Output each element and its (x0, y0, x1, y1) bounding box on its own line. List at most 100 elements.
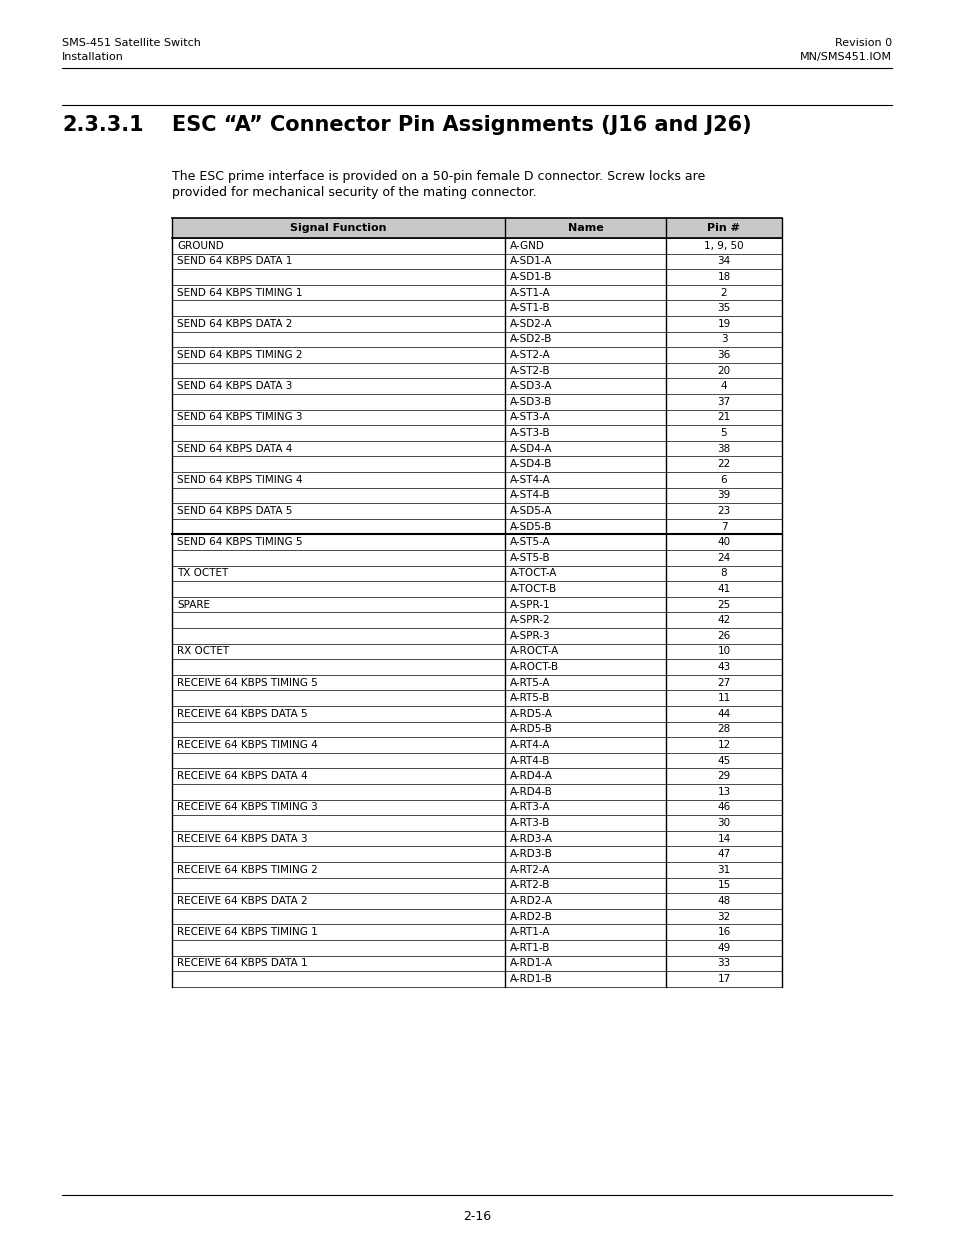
Text: RECEIVE 64 KBPS TIMING 3: RECEIVE 64 KBPS TIMING 3 (177, 803, 317, 813)
Text: A-RT2-B: A-RT2-B (510, 881, 550, 890)
Text: 22: 22 (717, 459, 730, 469)
Text: A-RT4-A: A-RT4-A (510, 740, 550, 750)
Text: A-RD3-B: A-RD3-B (510, 850, 553, 860)
Text: Name: Name (567, 224, 602, 233)
Text: 25: 25 (717, 600, 730, 610)
Text: A-RT3-A: A-RT3-A (510, 803, 550, 813)
Text: A-SD4-A: A-SD4-A (510, 443, 552, 453)
Text: RECEIVE 64 KBPS DATA 2: RECEIVE 64 KBPS DATA 2 (177, 897, 307, 906)
Text: A-GND: A-GND (510, 241, 544, 251)
Text: A-RT5-A: A-RT5-A (510, 678, 550, 688)
Text: A-TOCT-A: A-TOCT-A (510, 568, 557, 578)
Text: RECEIVE 64 KBPS DATA 5: RECEIVE 64 KBPS DATA 5 (177, 709, 307, 719)
Text: SEND 64 KBPS DATA 4: SEND 64 KBPS DATA 4 (177, 443, 292, 453)
Text: SMS-451 Satellite Switch: SMS-451 Satellite Switch (62, 38, 201, 48)
Text: A-ST2-B: A-ST2-B (510, 366, 550, 375)
Text: A-RD1-B: A-RD1-B (510, 974, 553, 984)
Text: A-SD1-A: A-SD1-A (510, 257, 552, 267)
Text: A-RD2-B: A-RD2-B (510, 911, 553, 921)
Text: 11: 11 (717, 693, 730, 703)
Text: 2-16: 2-16 (462, 1210, 491, 1223)
Text: A-ST4-A: A-ST4-A (510, 474, 550, 485)
Text: 12: 12 (717, 740, 730, 750)
Text: SEND 64 KBPS TIMING 3: SEND 64 KBPS TIMING 3 (177, 412, 302, 422)
Text: 31: 31 (717, 864, 730, 874)
Text: A-SPR-2: A-SPR-2 (510, 615, 550, 625)
Text: A-RT3-B: A-RT3-B (510, 818, 550, 827)
Text: A-ST3-A: A-ST3-A (510, 412, 550, 422)
Text: A-RD5-A: A-RD5-A (510, 709, 553, 719)
Text: ESC “A” Connector Pin Assignments (J16 and J26): ESC “A” Connector Pin Assignments (J16 a… (172, 115, 751, 135)
Text: A-RT4-B: A-RT4-B (510, 756, 550, 766)
Text: Signal Function: Signal Function (290, 224, 386, 233)
Text: RX OCTET: RX OCTET (177, 646, 229, 656)
Text: 35: 35 (717, 304, 730, 314)
Text: A-RD4-B: A-RD4-B (510, 787, 553, 797)
Text: A-RD4-A: A-RD4-A (510, 771, 553, 782)
Text: SPARE: SPARE (177, 600, 210, 610)
Text: A-SD1-B: A-SD1-B (510, 272, 552, 282)
Text: A-SD5-A: A-SD5-A (510, 506, 552, 516)
Text: provided for mechanical security of the mating connector.: provided for mechanical security of the … (172, 186, 537, 199)
Text: RECEIVE 64 KBPS TIMING 5: RECEIVE 64 KBPS TIMING 5 (177, 678, 317, 688)
Text: GROUND: GROUND (177, 241, 224, 251)
Text: SEND 64 KBPS DATA 5: SEND 64 KBPS DATA 5 (177, 506, 292, 516)
Text: 44: 44 (717, 709, 730, 719)
Text: A-SPR-3: A-SPR-3 (510, 631, 550, 641)
Text: 29: 29 (717, 771, 730, 782)
Text: 36: 36 (717, 350, 730, 359)
Text: 39: 39 (717, 490, 730, 500)
Text: 27: 27 (717, 678, 730, 688)
Text: 40: 40 (717, 537, 730, 547)
Text: 37: 37 (717, 396, 730, 406)
Text: SEND 64 KBPS DATA 1: SEND 64 KBPS DATA 1 (177, 257, 292, 267)
Text: A-ST5-A: A-ST5-A (510, 537, 550, 547)
Text: 10: 10 (717, 646, 730, 656)
Text: 15: 15 (717, 881, 730, 890)
Text: RECEIVE 64 KBPS DATA 3: RECEIVE 64 KBPS DATA 3 (177, 834, 307, 844)
Text: 6: 6 (720, 474, 726, 485)
Text: RECEIVE 64 KBPS DATA 1: RECEIVE 64 KBPS DATA 1 (177, 958, 307, 968)
Text: A-TOCT-B: A-TOCT-B (510, 584, 557, 594)
Text: A-ST4-B: A-ST4-B (510, 490, 550, 500)
Text: 1, 9, 50: 1, 9, 50 (703, 241, 743, 251)
Text: RECEIVE 64 KBPS TIMING 1: RECEIVE 64 KBPS TIMING 1 (177, 927, 317, 937)
Text: A-RT2-A: A-RT2-A (510, 864, 550, 874)
Text: 7: 7 (720, 521, 726, 531)
Text: A-SD3-B: A-SD3-B (510, 396, 552, 406)
Text: A-RD5-B: A-RD5-B (510, 725, 553, 735)
Text: A-RT1-A: A-RT1-A (510, 927, 550, 937)
Text: A-RD1-A: A-RD1-A (510, 958, 553, 968)
Text: 45: 45 (717, 756, 730, 766)
Text: 38: 38 (717, 443, 730, 453)
Text: 20: 20 (717, 366, 730, 375)
Text: 49: 49 (717, 942, 730, 952)
Text: Installation: Installation (62, 52, 124, 62)
Text: SEND 64 KBPS TIMING 4: SEND 64 KBPS TIMING 4 (177, 474, 302, 485)
Text: 13: 13 (717, 787, 730, 797)
Text: RECEIVE 64 KBPS TIMING 2: RECEIVE 64 KBPS TIMING 2 (177, 864, 317, 874)
Text: 17: 17 (717, 974, 730, 984)
Text: 26: 26 (717, 631, 730, 641)
Text: A-ST5-B: A-ST5-B (510, 553, 550, 563)
Text: TX OCTET: TX OCTET (177, 568, 228, 578)
Text: 32: 32 (717, 911, 730, 921)
Text: Revision 0: Revision 0 (834, 38, 891, 48)
Text: Pin #: Pin # (707, 224, 740, 233)
Text: 2: 2 (720, 288, 726, 298)
Text: A-ROCT-B: A-ROCT-B (510, 662, 558, 672)
Text: The ESC prime interface is provided on a 50-pin female D connector. Screw locks : The ESC prime interface is provided on a… (172, 170, 704, 183)
Text: SEND 64 KBPS DATA 2: SEND 64 KBPS DATA 2 (177, 319, 292, 329)
Text: 41: 41 (717, 584, 730, 594)
Text: 47: 47 (717, 850, 730, 860)
Text: 24: 24 (717, 553, 730, 563)
Text: 8: 8 (720, 568, 726, 578)
Text: A-RD2-A: A-RD2-A (510, 897, 553, 906)
Text: A-SD4-B: A-SD4-B (510, 459, 552, 469)
Text: A-RD3-A: A-RD3-A (510, 834, 553, 844)
Text: SEND 64 KBPS DATA 3: SEND 64 KBPS DATA 3 (177, 382, 292, 391)
Text: A-ST2-A: A-ST2-A (510, 350, 550, 359)
Bar (172, 219, 781, 238)
Text: 2.3.3.1: 2.3.3.1 (62, 115, 144, 135)
Text: MN/SMS451.IOM: MN/SMS451.IOM (800, 52, 891, 62)
